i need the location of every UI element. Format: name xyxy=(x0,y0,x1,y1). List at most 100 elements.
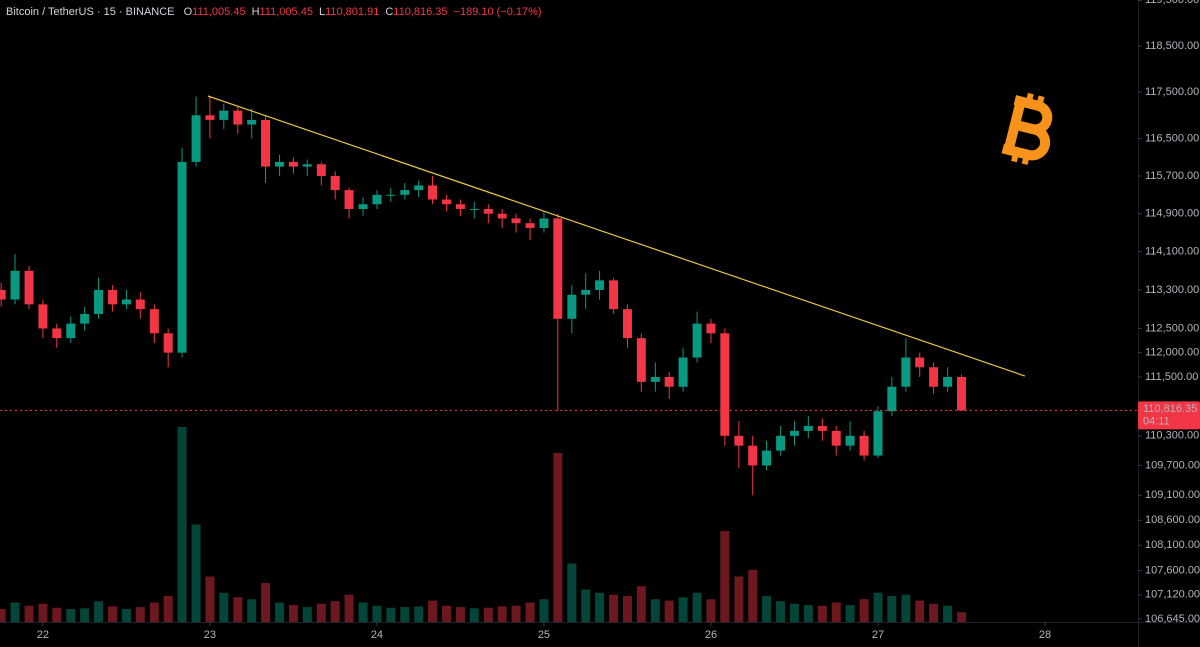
candle-body xyxy=(901,357,911,387)
candle-body xyxy=(483,208,493,214)
candle-body xyxy=(776,435,786,451)
volume-bar xyxy=(330,601,340,622)
candle-body xyxy=(135,299,145,310)
volume-bar xyxy=(734,576,744,622)
candle-body xyxy=(24,270,34,305)
volume-bar xyxy=(762,596,772,622)
candle-body xyxy=(831,430,841,446)
volume-bar xyxy=(205,576,215,622)
logo-strokes xyxy=(1011,92,1045,165)
candle-body xyxy=(400,190,410,195)
y-tick-label: 112,000.00 xyxy=(1145,347,1199,359)
volume-bar xyxy=(121,609,131,622)
volume-bar xyxy=(358,602,368,622)
x-tick-label: 23 xyxy=(204,629,216,641)
candle-body xyxy=(302,164,312,167)
volume-bar xyxy=(956,612,966,622)
candle-body xyxy=(915,357,925,368)
x-tick-label: 28 xyxy=(1039,629,1051,641)
candle-body xyxy=(609,280,619,310)
volume-bar xyxy=(943,605,953,622)
volume-bar xyxy=(929,603,939,622)
last-price-box xyxy=(1138,401,1200,430)
candle-body xyxy=(38,304,48,329)
volume-bar xyxy=(302,607,312,622)
last-price-label: 110,816.35 xyxy=(1143,403,1197,415)
candle-body xyxy=(66,323,76,339)
volume-bar xyxy=(636,586,646,622)
candle-body xyxy=(887,386,897,412)
volume-bar xyxy=(901,594,911,622)
volume-bar xyxy=(414,606,424,622)
logo-b xyxy=(1001,95,1053,161)
y-tick-label: 110,300.00 xyxy=(1145,430,1199,442)
candle-body xyxy=(511,218,521,224)
ohlc-label: C xyxy=(385,6,393,18)
volume-bar xyxy=(539,599,549,622)
y-tick-label: 115,700.00 xyxy=(1145,170,1199,182)
candle-body xyxy=(692,323,702,358)
candle-body xyxy=(191,115,201,162)
candle-body xyxy=(414,185,424,191)
candle-body xyxy=(205,115,215,120)
candle-body xyxy=(80,313,90,324)
candle-body xyxy=(859,435,869,456)
volume-bar xyxy=(442,605,452,622)
ohlc-label: O xyxy=(184,6,193,18)
candle-body xyxy=(108,289,118,305)
volume-bar xyxy=(66,609,76,622)
volume-bar xyxy=(553,453,563,622)
candle-body xyxy=(817,425,827,431)
candle-body xyxy=(525,223,535,228)
candle-body xyxy=(149,309,159,334)
x-tick-label: 26 xyxy=(705,629,717,641)
volume-bar xyxy=(261,583,271,622)
volume-bar xyxy=(525,602,535,622)
volume-bar xyxy=(428,600,438,622)
volume-bar xyxy=(108,606,118,622)
candle-body xyxy=(845,435,855,446)
volume-bar xyxy=(163,596,173,622)
trendline xyxy=(207,95,1026,377)
volume-bar xyxy=(135,607,145,622)
volume-bar xyxy=(595,592,605,622)
candle-body xyxy=(539,218,549,228)
volume-bar xyxy=(483,607,493,622)
volume-bar xyxy=(497,606,507,622)
candle-body xyxy=(595,280,605,290)
volume-bar xyxy=(609,594,619,622)
candle-body xyxy=(0,289,6,300)
countdown-label: 04:11 xyxy=(1143,415,1170,427)
volume-bar xyxy=(650,599,660,622)
candle-body xyxy=(344,190,354,209)
candle-body xyxy=(316,164,326,176)
volume-bar xyxy=(455,607,465,622)
volume-bar xyxy=(247,599,257,622)
candle-body xyxy=(497,213,507,219)
candle-body xyxy=(956,376,966,411)
candle-body xyxy=(622,309,632,339)
y-tick-label: 106,645.00 xyxy=(1145,613,1200,625)
volume-bar xyxy=(817,605,827,622)
y-tick-label: 109,100.00 xyxy=(1145,489,1200,501)
volume-bar xyxy=(776,601,786,622)
candle-body xyxy=(261,119,271,167)
y-tick-label: 117,500.00 xyxy=(1145,86,1199,98)
volume-bar xyxy=(720,531,730,622)
ohlc-label: H xyxy=(252,6,260,18)
volume-bar xyxy=(873,592,883,622)
candle-body xyxy=(706,323,716,334)
x-tick-label: 27 xyxy=(872,629,884,641)
volume-bar xyxy=(0,609,6,622)
volume-bar xyxy=(94,601,104,622)
volume-bar xyxy=(789,603,799,622)
candle-body xyxy=(636,338,646,382)
volume-bar xyxy=(678,597,688,622)
x-tick-label: 22 xyxy=(37,629,49,641)
y-tick-label: 114,900.00 xyxy=(1145,208,1199,220)
ohlc-value: 110,801.91 xyxy=(325,6,379,18)
y-tick-label: 109,700.00 xyxy=(1145,459,1200,471)
candle-body xyxy=(386,194,396,196)
volume-bar xyxy=(803,605,813,622)
